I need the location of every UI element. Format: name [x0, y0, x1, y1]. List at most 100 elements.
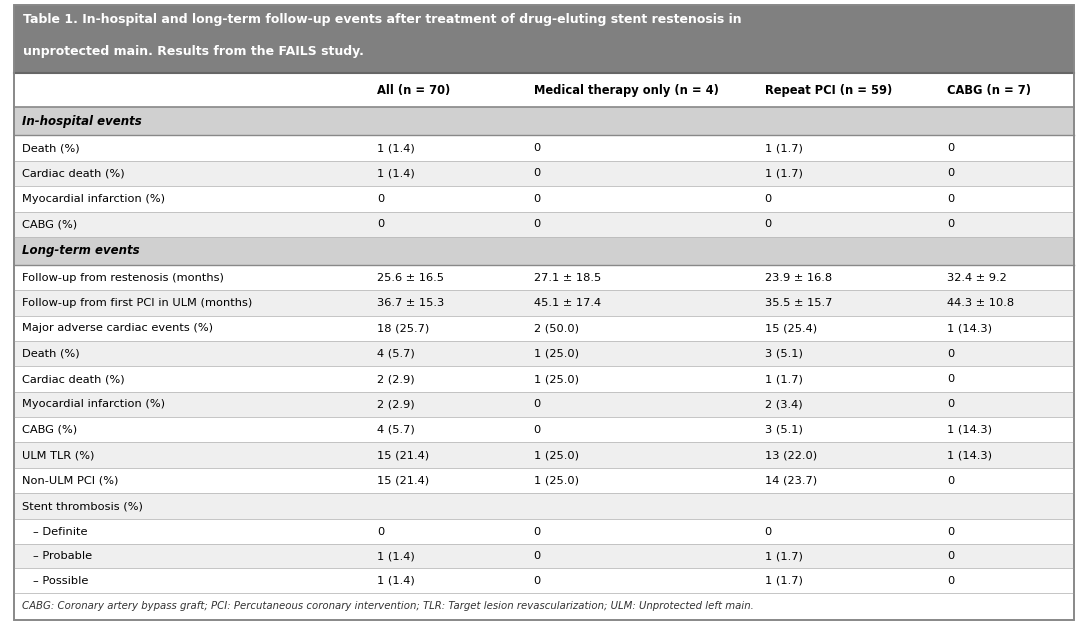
Text: Table 1. In-hospital and long-term follow-up events after treatment of drug-elut: Table 1. In-hospital and long-term follo… [23, 12, 742, 26]
Text: 1 (25.0): 1 (25.0) [533, 450, 579, 460]
Text: 25.6 ± 16.5: 25.6 ± 16.5 [376, 272, 444, 282]
Text: 1 (25.0): 1 (25.0) [533, 374, 579, 384]
Text: 1 (14.3): 1 (14.3) [947, 450, 992, 460]
Text: 15 (25.4): 15 (25.4) [765, 323, 817, 333]
Text: 35.5 ± 15.7: 35.5 ± 15.7 [765, 298, 832, 308]
Text: 0: 0 [533, 425, 541, 435]
Bar [14, 468, 1074, 493]
Text: 2 (3.4): 2 (3.4) [765, 399, 802, 409]
Text: 23.9 ± 16.8: 23.9 ± 16.8 [765, 272, 831, 282]
Text: 0: 0 [533, 527, 541, 537]
Text: 0: 0 [376, 527, 384, 537]
Text: 1 (1.7): 1 (1.7) [765, 169, 803, 179]
Bar [14, 265, 1074, 290]
Text: – Possible: – Possible [33, 576, 88, 586]
Text: 1 (25.0): 1 (25.0) [533, 349, 579, 359]
Text: 0: 0 [947, 576, 954, 586]
Text: 15 (21.4): 15 (21.4) [376, 450, 429, 460]
Text: 0: 0 [533, 551, 541, 561]
Text: 1 (1.7): 1 (1.7) [765, 143, 803, 153]
Text: 13 (22.0): 13 (22.0) [765, 450, 817, 460]
Bar [14, 5, 1074, 73]
Text: – Probable: – Probable [33, 551, 91, 561]
Text: 3 (5.1): 3 (5.1) [765, 425, 803, 435]
Text: 2 (50.0): 2 (50.0) [533, 323, 579, 333]
Text: 1 (25.0): 1 (25.0) [533, 476, 579, 486]
Text: 0: 0 [765, 219, 771, 229]
Text: 0: 0 [947, 551, 954, 561]
Text: Follow-up from restenosis (months): Follow-up from restenosis (months) [22, 272, 224, 282]
Bar [14, 73, 1074, 107]
Text: 32.4 ± 9.2: 32.4 ± 9.2 [947, 272, 1006, 282]
Text: Long-term events: Long-term events [22, 244, 139, 258]
Text: 1 (1.7): 1 (1.7) [765, 374, 803, 384]
Text: 4 (5.7): 4 (5.7) [376, 425, 415, 435]
Bar [14, 442, 1074, 468]
Text: 44.3 ± 10.8: 44.3 ± 10.8 [947, 298, 1014, 308]
Text: Cardiac death (%): Cardiac death (%) [22, 169, 124, 179]
Text: CABG (%): CABG (%) [22, 425, 77, 435]
Text: unprotected main. Results from the FAILS study.: unprotected main. Results from the FAILS… [23, 45, 363, 58]
Text: 14 (23.7): 14 (23.7) [765, 476, 817, 486]
Text: 0: 0 [376, 219, 384, 229]
Text: 0: 0 [765, 194, 771, 204]
Text: Death (%): Death (%) [22, 349, 79, 359]
Text: 0: 0 [947, 143, 954, 153]
Bar [14, 341, 1074, 366]
Text: 1 (1.4): 1 (1.4) [376, 143, 415, 153]
Text: 1 (14.3): 1 (14.3) [947, 323, 992, 333]
Text: All (n = 70): All (n = 70) [376, 84, 450, 97]
Text: Medical therapy only (n = 4): Medical therapy only (n = 4) [533, 84, 718, 97]
Text: 0: 0 [765, 527, 771, 537]
Text: 0: 0 [947, 349, 954, 359]
Text: 0: 0 [947, 374, 954, 384]
Text: 27.1 ± 18.5: 27.1 ± 18.5 [533, 272, 601, 282]
Text: Follow-up from first PCI in ULM (months): Follow-up from first PCI in ULM (months) [22, 298, 252, 308]
Bar [14, 417, 1074, 442]
Text: 2 (2.9): 2 (2.9) [376, 399, 415, 409]
Bar [14, 186, 1074, 211]
Text: Myocardial infarction (%): Myocardial infarction (%) [22, 194, 164, 204]
Text: Myocardial infarction (%): Myocardial infarction (%) [22, 399, 164, 409]
Text: – Definite: – Definite [33, 527, 87, 537]
Text: 0: 0 [533, 169, 541, 179]
Bar [14, 316, 1074, 341]
Bar [14, 568, 1074, 593]
Text: 0: 0 [947, 527, 954, 537]
Bar [14, 211, 1074, 237]
Bar [14, 392, 1074, 417]
Bar [14, 136, 1074, 161]
Text: 36.7 ± 15.3: 36.7 ± 15.3 [376, 298, 444, 308]
Bar [14, 519, 1074, 544]
Text: 0: 0 [533, 399, 541, 409]
Text: Non-ULM PCI (%): Non-ULM PCI (%) [22, 476, 119, 486]
Bar [14, 366, 1074, 392]
Text: 18 (25.7): 18 (25.7) [376, 323, 429, 333]
Text: CABG: Coronary artery bypass graft; PCI: Percutaneous coronary intervention; TLR: CABG: Coronary artery bypass graft; PCI:… [22, 601, 754, 611]
Bar [14, 290, 1074, 316]
Text: 0: 0 [533, 576, 541, 586]
Text: 1 (1.4): 1 (1.4) [376, 169, 415, 179]
Text: 0: 0 [533, 219, 541, 229]
Text: Stent thrombosis (%): Stent thrombosis (%) [22, 501, 143, 511]
Text: Cardiac death (%): Cardiac death (%) [22, 374, 124, 384]
Text: CABG (%): CABG (%) [22, 219, 77, 229]
Text: 0: 0 [533, 194, 541, 204]
Bar [14, 493, 1074, 519]
Text: Death (%): Death (%) [22, 143, 79, 153]
Text: Major adverse cardiac events (%): Major adverse cardiac events (%) [22, 323, 213, 333]
Text: 1 (14.3): 1 (14.3) [947, 425, 992, 435]
Text: 1 (1.4): 1 (1.4) [376, 576, 415, 586]
Text: 45.1 ± 17.4: 45.1 ± 17.4 [533, 298, 601, 308]
Text: 1 (1.4): 1 (1.4) [376, 551, 415, 561]
Text: CABG (n = 7): CABG (n = 7) [947, 84, 1031, 97]
Text: In-hospital events: In-hospital events [22, 115, 141, 128]
Bar [14, 544, 1074, 568]
Text: 0: 0 [376, 194, 384, 204]
Text: 0: 0 [533, 143, 541, 153]
Bar [14, 107, 1074, 136]
Text: 0: 0 [947, 399, 954, 409]
Bar [14, 161, 1074, 186]
Text: Repeat PCI (n = 59): Repeat PCI (n = 59) [765, 84, 892, 97]
Text: 4 (5.7): 4 (5.7) [376, 349, 415, 359]
